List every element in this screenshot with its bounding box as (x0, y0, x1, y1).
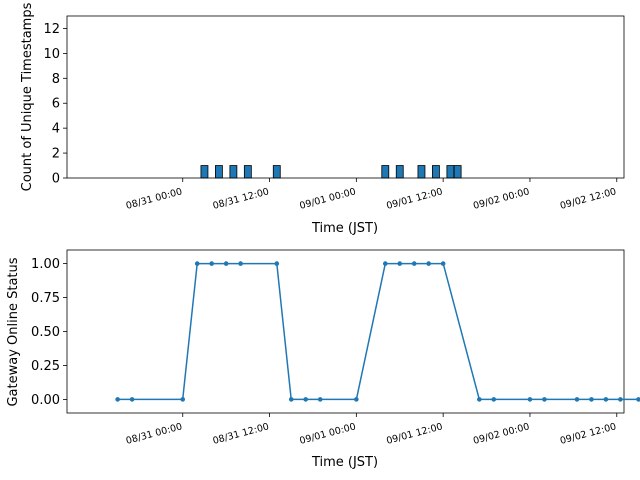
bar (432, 165, 440, 179)
data-point (115, 397, 120, 402)
bar (215, 165, 223, 179)
bar (243, 165, 252, 179)
data-point (574, 397, 580, 402)
data-point (209, 261, 214, 266)
y-tick-label: 1.00 (31, 257, 60, 272)
bars-group (200, 165, 462, 179)
data-point (129, 397, 135, 402)
y-tick-label: 12 (43, 22, 60, 37)
bar (417, 165, 426, 179)
data-point (589, 397, 594, 402)
y-tick-label: 0.50 (31, 325, 60, 340)
data-point (238, 261, 243, 266)
y-ticks: 0 2 4 6 8 10 12 (43, 22, 67, 187)
y-axis-label: Gateway Online Status (6, 257, 21, 406)
data-point (440, 261, 446, 266)
bar (200, 165, 209, 179)
y-tick-label: 2 (52, 147, 60, 162)
data-point (603, 397, 609, 402)
data-point (317, 397, 323, 402)
data-point (542, 397, 547, 402)
data-point (194, 261, 200, 266)
plot-frame-top (66, 15, 625, 179)
data-point (636, 397, 640, 402)
data-point (397, 261, 403, 266)
bar (229, 165, 238, 179)
data-point (303, 397, 309, 402)
bar (381, 165, 390, 179)
data-point (618, 397, 623, 402)
y-tick-label: 0.00 (31, 393, 60, 408)
bar (453, 165, 462, 179)
data-point (223, 261, 229, 266)
status-line (117, 262, 639, 401)
y-tick-label: 10 (43, 47, 60, 62)
y-tick-label: 4 (52, 122, 60, 137)
y-tick-label: 8 (52, 72, 60, 87)
x-axis-label: Time (JST) (311, 221, 378, 236)
y-tick-label: 0.25 (31, 359, 60, 374)
data-point (288, 397, 294, 402)
y-tick-label: 0 (52, 172, 60, 187)
data-point (426, 261, 431, 266)
bar (446, 165, 455, 179)
data-point (180, 397, 186, 402)
data-point (477, 397, 482, 402)
data-point (491, 397, 497, 402)
data-point (354, 397, 359, 402)
data-point (411, 261, 417, 266)
x-axis-label: Time (JST) (311, 455, 378, 470)
y-tick-label: 0.75 (31, 291, 60, 306)
bar (272, 165, 281, 179)
data-point (274, 261, 280, 266)
data-point (382, 261, 388, 266)
status-points (115, 261, 640, 402)
y-ticks: 0.00 0.25 0.50 0.75 1.00 (31, 257, 67, 408)
y-tick-label: 6 (52, 97, 60, 112)
bar (395, 165, 404, 179)
y-axis-label: Count of Unique Timestamps (20, 2, 35, 191)
data-point (527, 397, 533, 402)
